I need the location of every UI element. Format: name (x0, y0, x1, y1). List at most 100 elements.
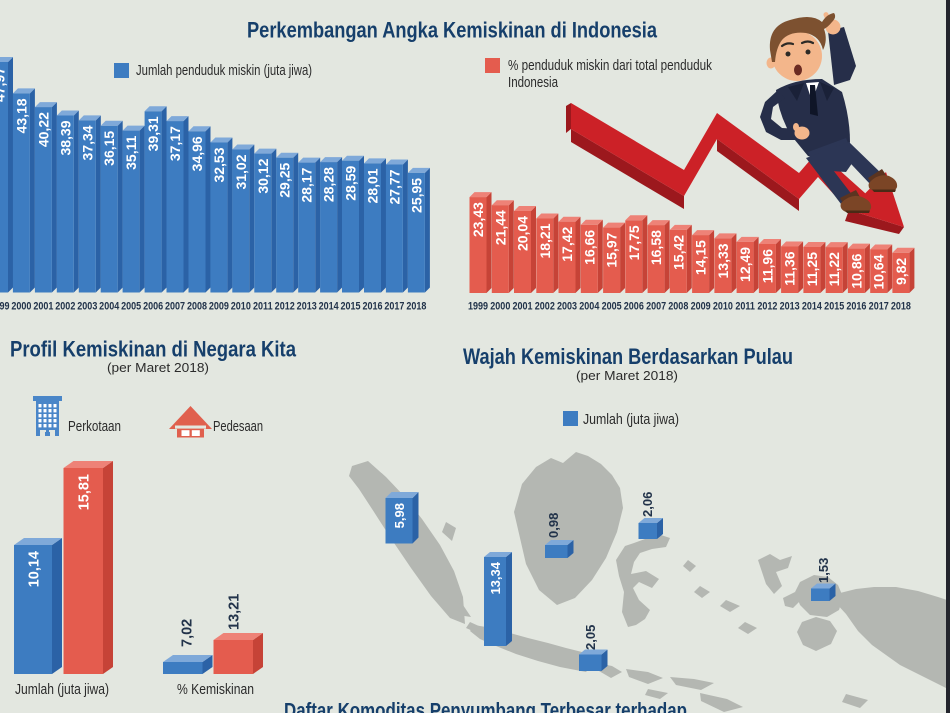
svg-text:(per Maret 2018): (per Maret 2018) (107, 360, 209, 375)
svg-text:2000: 2000 (490, 301, 510, 313)
svg-text:28,01: 28,01 (365, 168, 381, 203)
svg-text:2010: 2010 (231, 301, 251, 313)
svg-text:% penduduk miskin dari total p: % penduduk miskin dari total penduduk (508, 58, 713, 74)
svg-text:13,21: 13,21 (227, 594, 243, 630)
svg-text:Jumlah penduduk miskin (juta j: Jumlah penduduk miskin (juta jiwa) (136, 63, 312, 79)
svg-text:23,43: 23,43 (470, 202, 486, 237)
svg-text:Wajah Kemiskinan Berdasarkan P: Wajah Kemiskinan Berdasarkan Pulau (463, 344, 793, 369)
svg-text:21,44: 21,44 (492, 210, 508, 245)
svg-text:11,36: 11,36 (782, 251, 798, 285)
svg-text:2016: 2016 (362, 301, 382, 313)
svg-text:2001: 2001 (512, 301, 532, 313)
svg-text:2018: 2018 (891, 301, 911, 313)
svg-text:9,82: 9,82 (893, 258, 909, 285)
svg-text:14,15: 14,15 (693, 240, 709, 275)
svg-text:2007: 2007 (165, 301, 185, 313)
svg-text:2007: 2007 (646, 301, 666, 313)
svg-text:1999: 1999 (468, 301, 488, 313)
svg-text:2002: 2002 (55, 301, 75, 313)
svg-text:17,75: 17,75 (626, 225, 642, 260)
svg-text:12,49: 12,49 (737, 247, 753, 282)
svg-text:31,02: 31,02 (233, 154, 249, 189)
svg-text:% Kemiskinan: % Kemiskinan (177, 682, 254, 698)
svg-text:5,98: 5,98 (392, 503, 407, 528)
svg-text:29,25: 29,25 (277, 162, 293, 197)
svg-text:16,58: 16,58 (648, 230, 664, 265)
svg-text:11,22: 11,22 (826, 252, 842, 286)
svg-text:2002: 2002 (535, 301, 555, 313)
svg-text:Pedesaan: Pedesaan (213, 418, 263, 435)
svg-text:2015: 2015 (824, 301, 844, 313)
svg-text:13,33: 13,33 (715, 243, 731, 278)
svg-text:10,86: 10,86 (848, 253, 864, 288)
svg-text:2012: 2012 (275, 301, 295, 313)
svg-text:2015: 2015 (340, 301, 360, 313)
svg-text:13,34: 13,34 (488, 561, 503, 594)
svg-text:25,95: 25,95 (408, 178, 424, 213)
svg-text:2005: 2005 (121, 301, 141, 313)
svg-text:2008: 2008 (187, 301, 207, 313)
svg-text:32,53: 32,53 (211, 147, 227, 182)
svg-text:40,22: 40,22 (35, 112, 51, 147)
svg-text:11,25: 11,25 (804, 252, 820, 286)
svg-text:2005: 2005 (602, 301, 622, 313)
svg-text:2008: 2008 (668, 301, 688, 313)
svg-text:43,18: 43,18 (13, 98, 29, 133)
svg-text:16,66: 16,66 (581, 230, 597, 265)
svg-text:Perkotaan: Perkotaan (68, 418, 121, 435)
svg-text:Indonesia: Indonesia (508, 75, 559, 91)
svg-text:2013: 2013 (297, 301, 317, 313)
svg-text:2013: 2013 (780, 301, 800, 313)
svg-text:2012: 2012 (757, 301, 777, 313)
svg-text:2,06: 2,06 (640, 492, 655, 517)
svg-text:2,05: 2,05 (583, 625, 598, 650)
svg-text:2001: 2001 (33, 301, 53, 313)
svg-text:20,04: 20,04 (515, 216, 531, 251)
svg-text:(per Maret 2018): (per Maret 2018) (576, 368, 678, 383)
svg-text:2014: 2014 (319, 301, 339, 313)
svg-text:Perkembangan Angka Kemiskinan: Perkembangan Angka Kemiskinan di Indones… (247, 18, 658, 43)
svg-text:2006: 2006 (143, 301, 163, 313)
svg-text:7,02: 7,02 (180, 619, 196, 647)
svg-text:35,11: 35,11 (123, 135, 139, 169)
svg-text:34,96: 34,96 (189, 136, 205, 171)
svg-text:36,15: 36,15 (101, 131, 117, 166)
svg-text:18,21: 18,21 (537, 223, 553, 258)
svg-text:2006: 2006 (624, 301, 644, 313)
svg-text:2009: 2009 (691, 301, 711, 313)
svg-text:11,96: 11,96 (759, 249, 775, 283)
svg-text:17,42: 17,42 (559, 226, 575, 261)
svg-text:39,31: 39,31 (145, 116, 161, 151)
svg-text:Jumlah (juta jiwa): Jumlah (juta jiwa) (583, 412, 679, 428)
svg-text:1,53: 1,53 (816, 558, 831, 583)
svg-text:2017: 2017 (869, 301, 889, 313)
svg-text:27,77: 27,77 (386, 169, 402, 204)
svg-text:15,42: 15,42 (670, 235, 686, 270)
svg-text:2004: 2004 (99, 301, 119, 313)
svg-text:2014: 2014 (802, 301, 822, 313)
svg-text:10,64: 10,64 (871, 254, 887, 289)
svg-text:28,28: 28,28 (321, 167, 337, 202)
svg-text:28,17: 28,17 (299, 167, 315, 202)
svg-text:Jumlah (juta jiwa): Jumlah (juta jiwa) (15, 682, 109, 698)
svg-text:2003: 2003 (557, 301, 577, 313)
svg-text:47,97: 47,97 (0, 67, 8, 102)
svg-text:2016: 2016 (846, 301, 866, 313)
svg-text:37,17: 37,17 (167, 126, 183, 161)
svg-text:15,81: 15,81 (77, 474, 93, 510)
svg-text:2017: 2017 (384, 301, 404, 313)
svg-text:1999: 1999 (0, 301, 10, 313)
svg-text:28,59: 28,59 (343, 165, 359, 200)
svg-text:2011: 2011 (735, 301, 755, 313)
svg-text:2009: 2009 (209, 301, 229, 313)
svg-text:2010: 2010 (713, 301, 733, 313)
svg-text:Profil Kemiskinan di Negara Ki: Profil Kemiskinan di Negara Kita (10, 337, 297, 362)
svg-text:37,34: 37,34 (79, 125, 95, 160)
svg-text:0,98: 0,98 (546, 513, 561, 538)
svg-text:2018: 2018 (406, 301, 426, 313)
svg-text:38,39: 38,39 (57, 120, 73, 155)
svg-text:10,14: 10,14 (27, 551, 43, 587)
svg-text:2004: 2004 (579, 301, 599, 313)
svg-text:15,97: 15,97 (604, 232, 620, 267)
svg-text:2003: 2003 (77, 301, 97, 313)
